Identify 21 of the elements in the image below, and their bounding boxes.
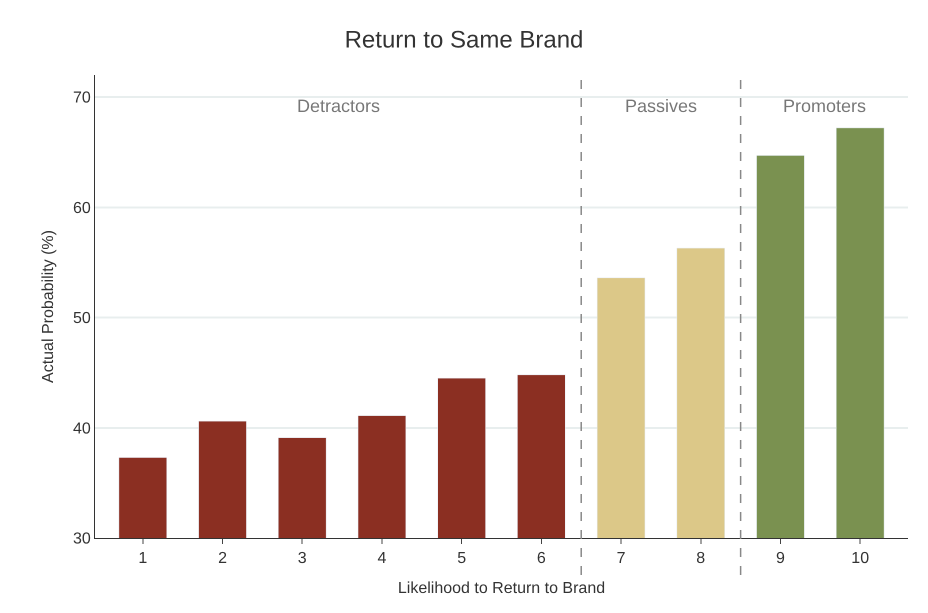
x-tick-label: 6: [536, 550, 546, 568]
x-tick-label: 2: [218, 550, 228, 568]
annotation: Detractors: [297, 96, 380, 116]
chart-title: Return to Same Brand: [344, 26, 584, 54]
y-tick-label: 40: [73, 420, 91, 438]
y-axis-title: Actual Probability (%): [40, 230, 57, 383]
x-tick-label: 8: [696, 550, 706, 568]
x-axis-title: Likelihood to Return to Brand: [398, 580, 606, 597]
x-tick-label: 10: [851, 550, 870, 568]
x-tick-label: 4: [377, 550, 386, 568]
y-tick-label: 70: [73, 90, 91, 107]
y-tick-label: 30: [73, 530, 91, 548]
x-tick-label: 5: [457, 550, 466, 568]
annotation: Promoters: [783, 96, 866, 116]
x-tick-label: 7: [616, 550, 626, 568]
x-tick-label: 3: [298, 550, 307, 568]
annotation: Passives: [625, 96, 698, 116]
x-tick-label: 9: [776, 550, 786, 568]
y-tick-label: 50: [73, 310, 91, 328]
y-tick-label: 60: [73, 200, 91, 217]
x-tick-label: 1: [138, 550, 148, 568]
